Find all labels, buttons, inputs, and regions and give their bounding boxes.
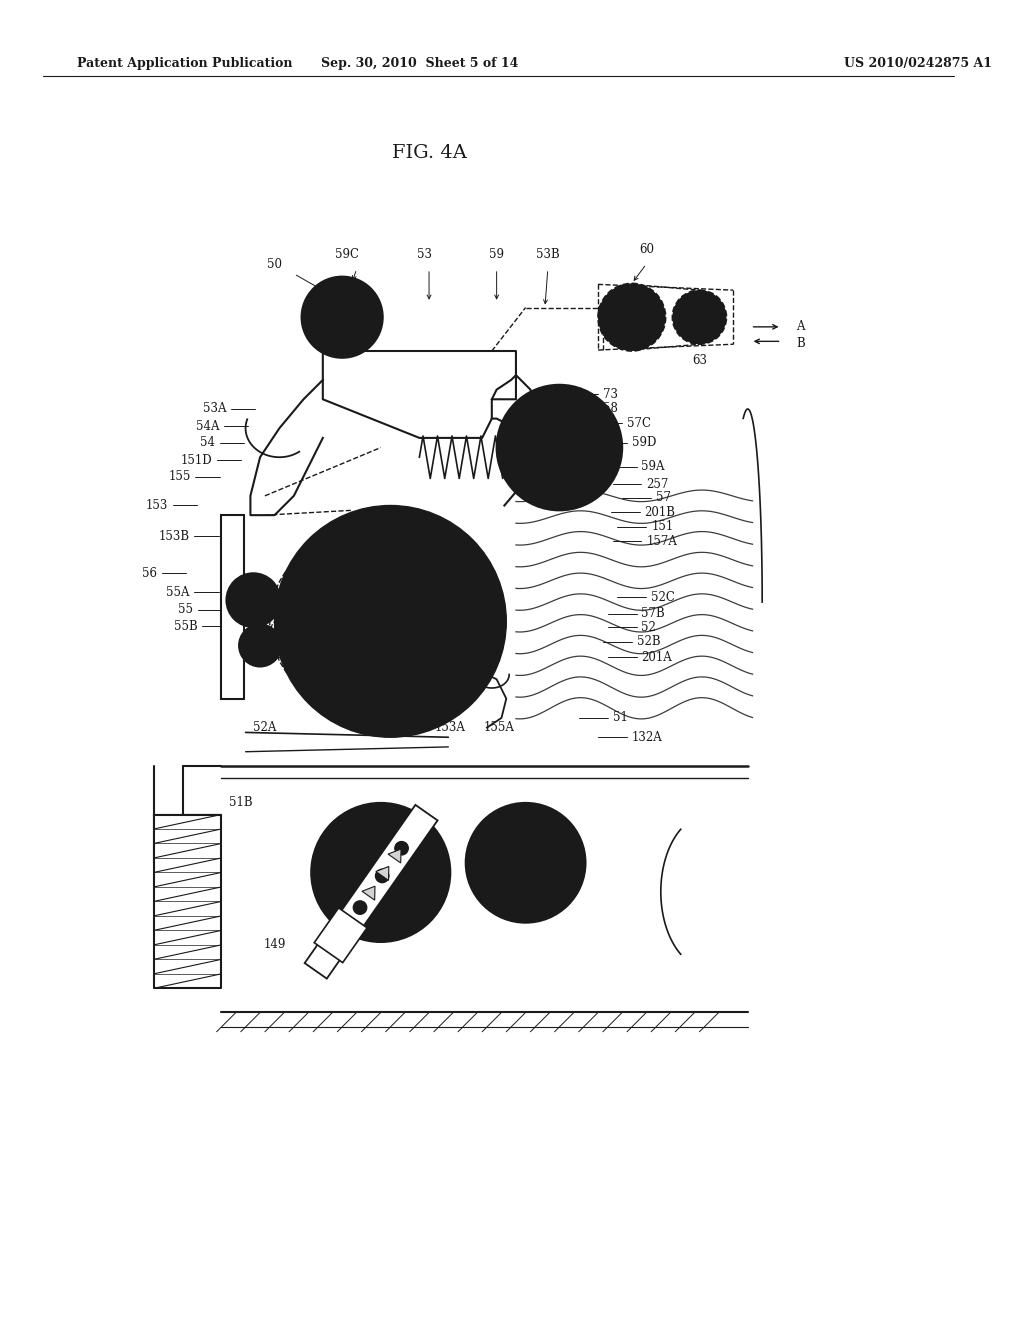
Polygon shape [362,886,375,900]
Text: 52A: 52A [253,721,276,734]
Text: 57: 57 [656,491,671,504]
Text: 155: 155 [168,470,190,483]
Polygon shape [305,805,437,978]
Text: A: A [796,321,805,334]
Text: 157A: 157A [646,535,677,548]
Text: 52C: 52C [651,591,675,603]
Text: 53B: 53B [536,248,560,261]
Circle shape [239,624,282,667]
Text: 201B: 201B [644,506,676,519]
Circle shape [466,803,586,923]
Text: 55: 55 [178,603,194,616]
Circle shape [353,900,367,915]
Text: 147: 147 [384,871,407,884]
Text: 149: 149 [263,939,286,952]
Text: 58: 58 [603,403,617,416]
Polygon shape [154,814,221,989]
Circle shape [302,277,383,358]
Circle shape [226,573,281,627]
Text: 257: 257 [646,478,669,491]
Text: 201A: 201A [641,651,672,664]
Text: B: B [796,337,805,350]
Text: 57B: 57B [641,607,666,620]
Text: 51: 51 [612,711,628,725]
Text: 132A: 132A [632,731,663,743]
Text: 151D: 151D [180,454,212,466]
Text: 59C: 59C [335,248,359,261]
Circle shape [598,284,666,351]
Text: 151: 151 [651,520,674,533]
Text: 73: 73 [603,388,617,401]
Text: 55A: 55A [166,586,189,599]
Text: 53: 53 [417,248,432,261]
Text: 51B: 51B [229,796,253,809]
Polygon shape [376,866,389,880]
Text: Patent Application Publication: Patent Application Publication [77,57,292,70]
Text: US 2010/0242875 A1: US 2010/0242875 A1 [844,57,992,70]
Circle shape [274,506,506,738]
Text: 55B: 55B [173,619,198,632]
Text: 51A: 51A [514,842,538,855]
Text: 52B: 52B [637,635,660,648]
Text: 57C: 57C [627,417,651,430]
Text: 51C: 51C [393,849,417,862]
Polygon shape [388,849,401,863]
Circle shape [311,803,451,942]
Text: FIG. 4A: FIG. 4A [391,144,467,162]
Text: 155A: 155A [483,721,514,734]
Text: 53A: 53A [203,403,226,416]
Circle shape [331,932,345,946]
Text: 59A: 59A [641,461,665,474]
Circle shape [673,290,726,345]
Circle shape [497,385,623,511]
Text: 54A: 54A [196,420,219,433]
Text: 52: 52 [641,620,656,634]
Text: 153: 153 [146,499,168,512]
Text: 59: 59 [489,248,504,261]
Text: 63: 63 [692,354,707,367]
Polygon shape [221,515,244,698]
Text: 56: 56 [141,566,157,579]
Text: 50: 50 [267,257,282,271]
Text: 59D: 59D [632,436,656,449]
Text: 60: 60 [639,243,653,256]
Polygon shape [314,908,367,962]
Text: 153B: 153B [159,529,189,543]
Circle shape [395,841,409,855]
Text: 54: 54 [200,436,215,449]
Circle shape [376,869,389,883]
Text: 153A: 153A [435,721,466,734]
Text: Sep. 30, 2010  Sheet 5 of 14: Sep. 30, 2010 Sheet 5 of 14 [321,57,518,70]
Polygon shape [323,351,516,438]
